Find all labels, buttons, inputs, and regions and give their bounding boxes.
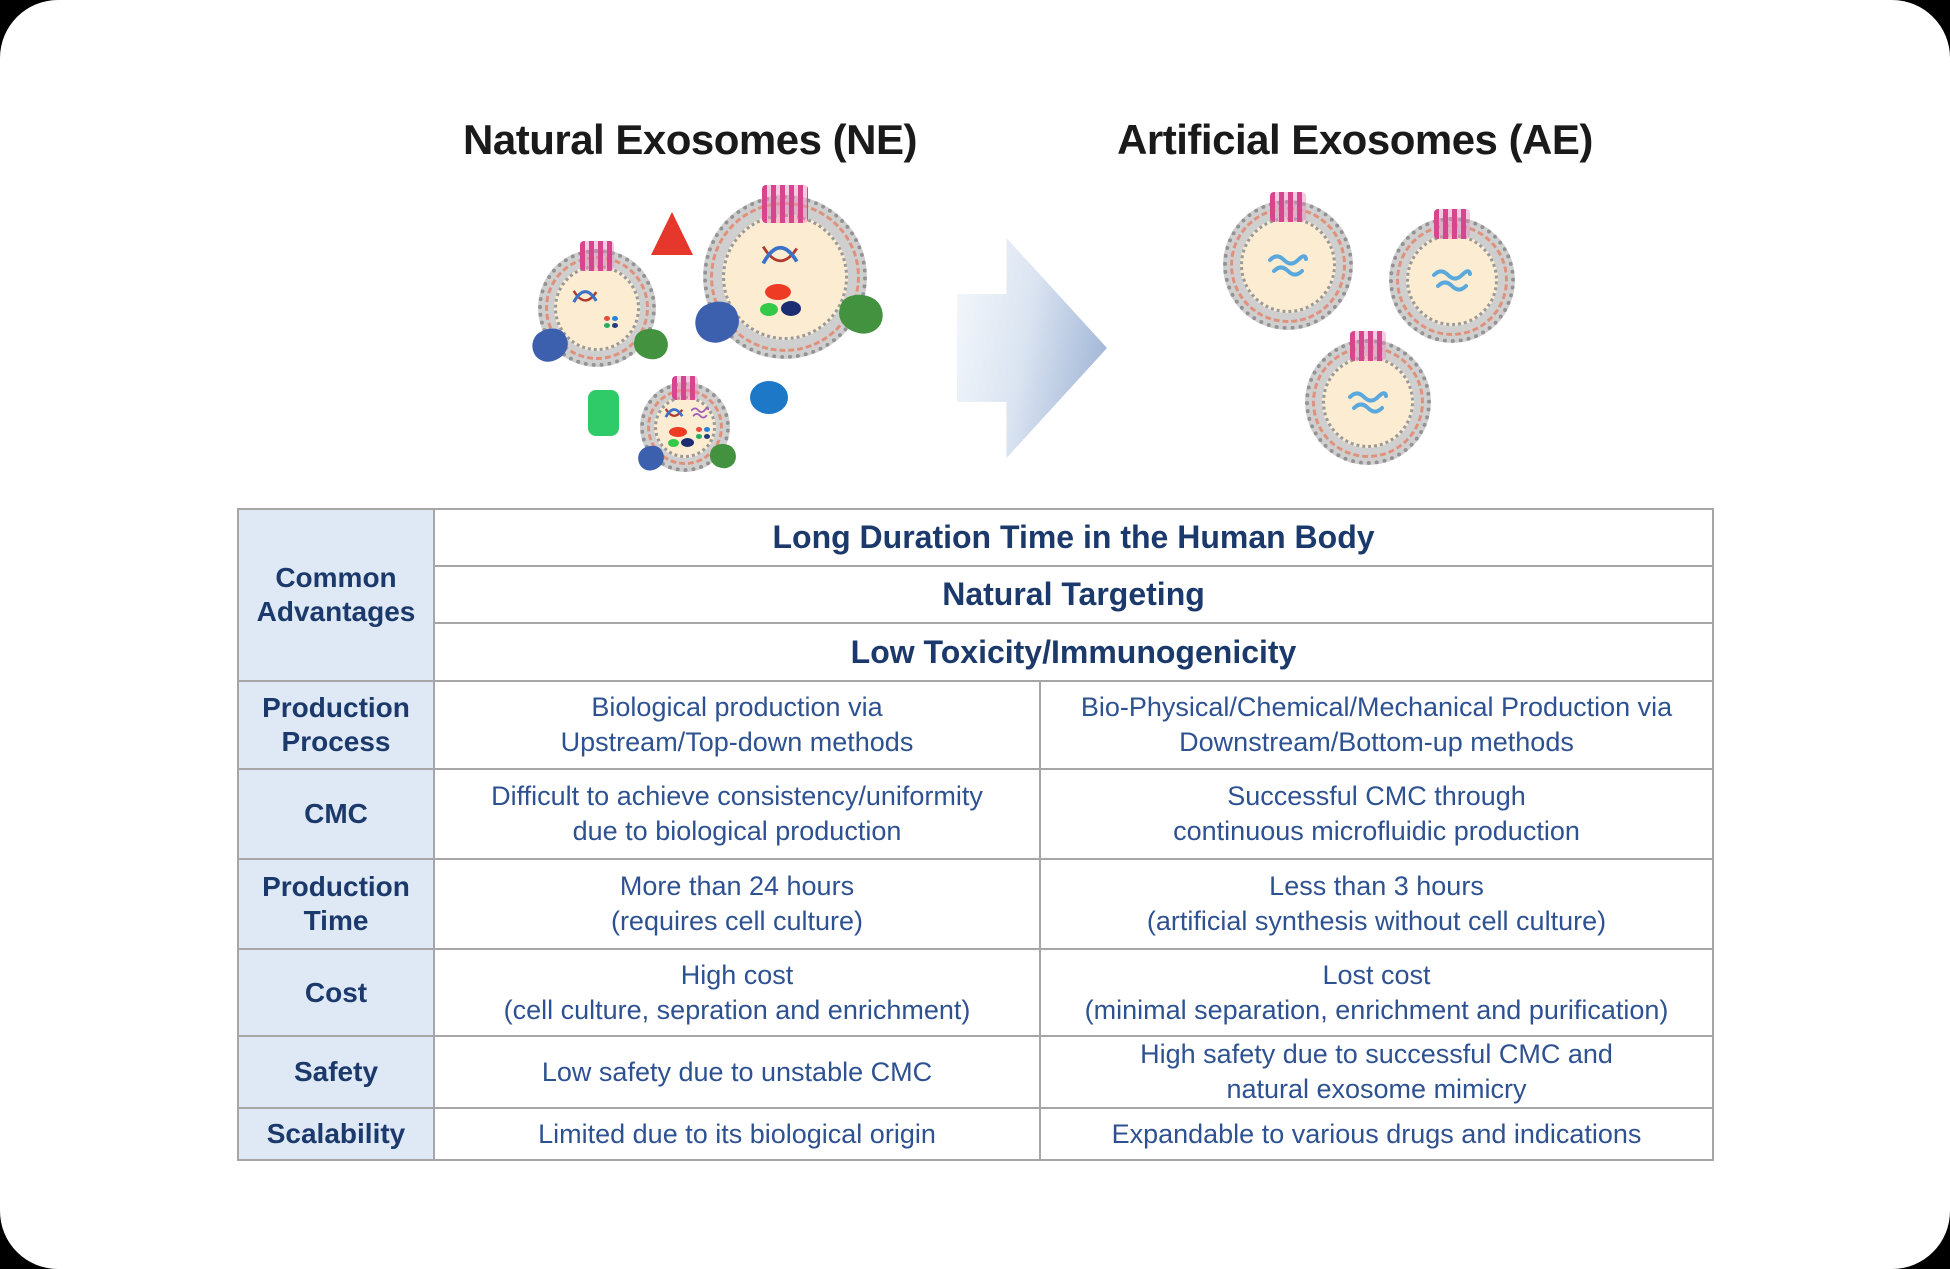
right-arrow-icon <box>957 238 1107 458</box>
row-label-scalability: Scalability <box>237 1107 435 1161</box>
cell-ne-cmc: Difficult to achieve consistency/uniform… <box>433 768 1041 860</box>
cargo-red-oval-icon <box>765 284 791 300</box>
cell-ae-scalability: Expandable to various drugs and indicati… <box>1038 1107 1715 1161</box>
dna-icon <box>572 290 598 303</box>
membrane-protein-comb-icon <box>580 241 614 271</box>
cell-ne-safety: Low safety due to unstable CMC <box>433 1035 1041 1109</box>
membrane-protein-comb-icon <box>762 185 808 223</box>
membrane-protein-comb-icon <box>1434 209 1470 239</box>
rna-wave-icon <box>1268 254 1308 277</box>
cargo-green-rect-icon <box>588 390 619 436</box>
rna-purple-icon <box>690 407 710 419</box>
cargo-red-triangle-icon <box>651 212 693 255</box>
common-advantage-targeting: Natural Targeting <box>432 565 1715 624</box>
cargo-blue-circle-icon <box>750 381 788 414</box>
surface-protein-green-icon <box>631 326 671 362</box>
row-label-production-process: Production Process <box>237 680 435 770</box>
membrane-protein-comb-icon <box>1350 331 1386 361</box>
cargo-red-oval-icon <box>669 427 687 437</box>
row-label-common-advantages: Common Advantages <box>237 508 435 682</box>
row-label-safety: Safety <box>237 1035 435 1109</box>
row-label-production-time: Production Time <box>237 858 435 950</box>
ae-exosome-3-icon <box>1305 331 1431 465</box>
surface-protein-green-icon <box>708 441 738 471</box>
ne-exosome-medium-icon <box>526 241 671 368</box>
membrane-protein-comb-icon <box>672 376 698 400</box>
ne-exosome-small-icon <box>634 376 738 475</box>
cell-ne-production-time: More than 24 hours (requires cell cultur… <box>433 858 1041 950</box>
common-advantage-toxicity: Low Toxicity/Immunogenicity <box>432 622 1715 682</box>
ae-exosome-2-icon <box>1389 209 1515 343</box>
ae-exosome-1-icon <box>1223 192 1353 330</box>
cargo-navy-oval-icon <box>681 438 694 447</box>
row-label-cost: Cost <box>237 948 435 1037</box>
protein-complex-icon <box>696 427 712 439</box>
cell-ne-cost: High cost (cell culture, sepration and e… <box>433 948 1041 1037</box>
row-label-cmc: CMC <box>237 768 435 860</box>
cell-ne-production-process: Biological production via Upstream/Top-d… <box>433 680 1041 770</box>
protein-complex-icon <box>604 316 620 328</box>
natural-exosomes-title: Natural Exosomes (NE) <box>463 116 917 163</box>
dna-icon <box>664 408 684 418</box>
cell-ae-production-process: Bio-Physical/Chemical/Mechanical Product… <box>1038 680 1715 770</box>
comparison-table: Common Advantages Long Duration Time in … <box>237 508 1715 1161</box>
rna-wave-icon <box>1348 391 1388 414</box>
dna-icon <box>761 245 799 265</box>
cargo-green-oval-icon <box>668 439 679 447</box>
cell-ae-cost: Lost cost (minimal separation, enrichmen… <box>1038 948 1715 1037</box>
cell-ne-scalability: Limited due to its biological origin <box>433 1107 1041 1161</box>
cargo-green-oval-icon <box>760 303 778 316</box>
cell-ae-cmc: Successful CMC through continuous microf… <box>1038 768 1715 860</box>
membrane-protein-comb-icon <box>1270 192 1306 222</box>
cargo-navy-oval-icon <box>781 301 801 316</box>
common-advantage-duration: Long Duration Time in the Human Body <box>432 508 1715 567</box>
cell-ae-safety: High safety due to successful CMC and na… <box>1038 1035 1715 1109</box>
ne-exosome-large-icon <box>689 185 888 359</box>
rna-wave-icon <box>1432 269 1472 292</box>
artificial-exosomes-title: Artificial Exosomes (AE) <box>1117 116 1593 163</box>
cell-ae-production-time: Less than 3 hours (artificial synthesis … <box>1038 858 1715 950</box>
lumen <box>722 214 848 340</box>
